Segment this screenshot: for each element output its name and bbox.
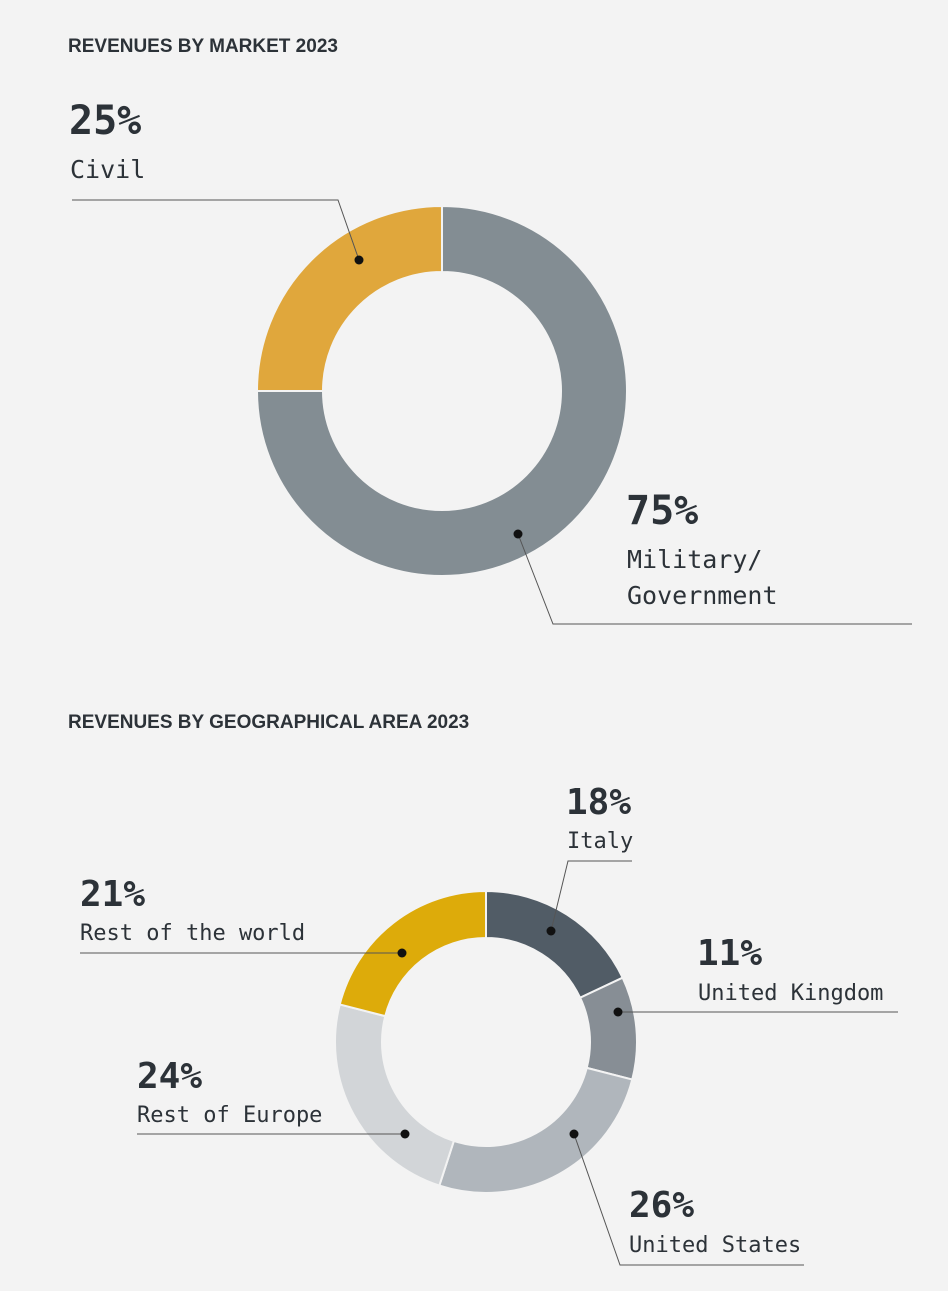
leader-line-civil [72,199,360,261]
leader-dot-civil [354,255,364,265]
geo-slice-italy [485,889,624,1000]
military-label-line2: Government [627,581,778,610]
rest-europe-percent: 24% [137,1056,203,1097]
rest-world-percent: 21% [80,874,146,915]
military-label-line1: Military/ [627,545,763,574]
leader-dot-rest-europe [400,1129,410,1139]
italy-percent: 18% [566,782,632,823]
uk-percent: 11% [697,933,763,974]
geo-chart-title: REVENUES BY GEOGRAPHICAL AREA 2023 [68,712,470,733]
rest-world-label: Rest of the world [80,921,306,946]
market-donut [255,204,628,577]
uk-label: United Kingdom [698,981,884,1006]
geo-donut [334,889,638,1194]
leader-dot-us [569,1129,579,1139]
market-chart-title: REVENUES BY MARKET 2023 [68,36,338,57]
geo-slice-rest-of-the-world [338,889,487,1018]
leader-line-us [573,1133,804,1266]
geo-slice-united-kingdom [578,976,638,1081]
leader-dot-italy [546,926,556,936]
civil-percent: 25% [69,98,142,144]
leader-line-military [517,533,912,625]
italy-label: Italy [567,829,634,854]
leader-dot-uk [613,1007,623,1017]
rest-europe-label: Rest of Europe [137,1103,323,1128]
market-slice-civil [255,204,443,392]
us-label: United States [629,1233,802,1258]
leader-line-italy [550,860,632,932]
market-slice-military-government [255,204,628,577]
military-percent: 75% [626,488,699,534]
leader-lines [72,199,912,1266]
leader-dot-rest-world [397,948,407,958]
geo-slice-rest-of-europe [334,1003,456,1187]
civil-label: Civil [70,155,146,184]
geo-slice-united-states [438,1066,634,1194]
us-percent: 26% [629,1185,695,1226]
leader-dot-military [513,529,523,539]
